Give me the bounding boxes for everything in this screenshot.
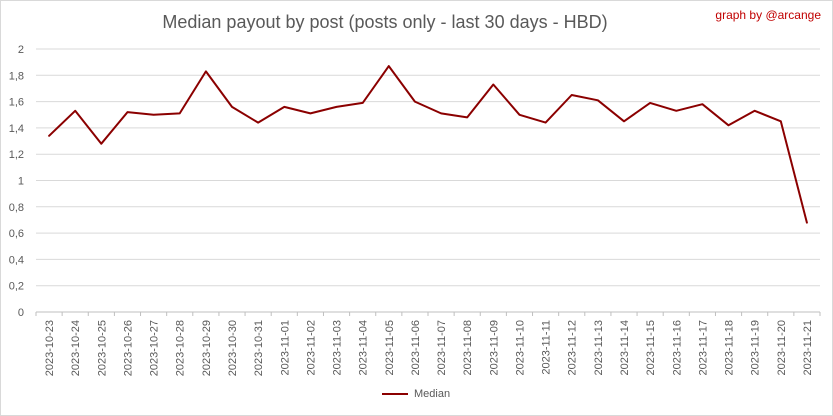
x-tick-label: 2023-10-24 (70, 320, 82, 376)
x-tick-label: 2023-11-16 (671, 320, 683, 375)
y-tick-label: 1,6 (9, 97, 24, 109)
gridlines (36, 48, 820, 313)
y-axis-ticks: 0 0,2 0,4 0,6 0,8 1 1,2 1,4 1,6 1,8 2 (9, 44, 24, 319)
y-tick-label: 1,2 (9, 149, 24, 161)
x-tick-label: 2023-11-03 (332, 320, 344, 375)
x-tick-label: 2023-10-30 (227, 320, 239, 376)
x-tick-label: 2023-10-29 (201, 320, 213, 376)
x-tick-label: 2023-11-17 (697, 320, 709, 375)
x-tick-label: 2023-11-18 (724, 320, 736, 375)
y-tick-label: 0,6 (9, 228, 24, 240)
x-tick-label: 2023-11-15 (645, 320, 657, 375)
series-lines (48, 65, 808, 224)
x-tick-label: 2023-10-31 (253, 320, 265, 376)
x-tick-label: 2023-10-26 (122, 320, 134, 376)
y-tick-label: 0,2 (9, 281, 24, 293)
legend-label: Median (414, 388, 451, 400)
y-tick-label: 0,4 (9, 254, 24, 266)
x-tick-label: 2023-11-12 (567, 320, 579, 375)
legend: Median (382, 388, 450, 400)
x-tick-label: 2023-11-07 (436, 320, 448, 375)
y-tick-label: 1 (18, 176, 24, 188)
x-tick-label: 2023-11-02 (305, 320, 317, 375)
x-tick-label: 2023-11-11 (541, 320, 553, 375)
x-tick-label: 2023-10-25 (96, 320, 108, 376)
x-tick-label: 2023-11-20 (776, 320, 788, 375)
x-axis-ticks: 2023-10-23 2023-10-24 2023-10-25 2023-10-26… (35, 312, 821, 376)
y-tick-label: 2 (18, 44, 24, 56)
y-tick-label: 1,8 (9, 70, 24, 82)
x-tick-label: 2023-10-27 (149, 320, 161, 376)
y-tick-label: 1,4 (9, 123, 24, 135)
x-tick-label: 2023-11-13 (593, 320, 605, 375)
chart-title: Median payout by post (posts only - last… (162, 12, 608, 32)
x-tick-label: 2023-11-09 (488, 320, 500, 375)
legend-swatch (382, 393, 408, 395)
y-tick-label: 0,8 (9, 202, 24, 214)
x-tick-label: 2023-11-04 (358, 320, 370, 375)
x-tick-label: 2023-11-21 (802, 320, 814, 375)
x-tick-label: 2023-11-08 (462, 320, 474, 375)
x-tick-label: 2023-11-10 (514, 320, 526, 375)
x-tick-label: 2023-11-01 (279, 320, 291, 375)
x-tick-label: 2023-11-06 (410, 320, 422, 375)
x-tick-label: 2023-11-14 (619, 320, 631, 375)
x-tick-label: 2023-10-28 (175, 320, 187, 376)
x-tick-label: 2023-10-23 (44, 320, 56, 376)
x-tick-label: 2023-11-19 (750, 320, 762, 375)
y-tick-label: 0 (18, 307, 24, 319)
chart-credit: graph by @arcange (715, 8, 821, 22)
series-line-median (48, 65, 808, 224)
x-tick-label: 2023-11-05 (384, 320, 396, 375)
